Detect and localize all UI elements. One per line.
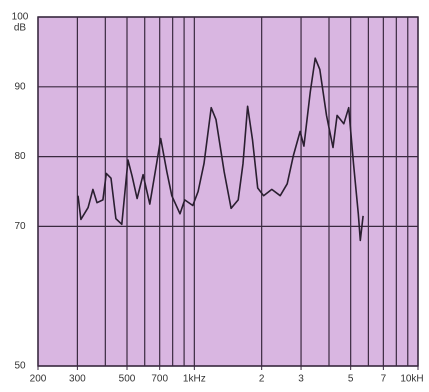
- x-tick-label: 2: [259, 374, 265, 385]
- x-tick-label: 5: [348, 374, 354, 385]
- y-tick-label: 80: [14, 151, 26, 162]
- y-tick-label: 90: [14, 81, 26, 92]
- x-tick-label: 200: [30, 374, 47, 385]
- y-unit: dB: [14, 23, 27, 34]
- x-tick-label: 1kHz: [183, 374, 206, 385]
- x-tick-label: 300: [69, 374, 86, 385]
- y-tick-label: 50: [14, 361, 26, 372]
- x-tick-label: 700: [151, 374, 168, 385]
- x-tick-label: 500: [119, 374, 136, 385]
- y-tick-label: 70: [14, 221, 26, 232]
- y-tick-label: 100: [12, 12, 29, 23]
- response-line: [77, 57, 364, 242]
- x-tick-label: 7: [381, 374, 387, 385]
- x-tick-label: 10kH: [400, 374, 423, 385]
- x-tick-label: 3: [298, 374, 304, 385]
